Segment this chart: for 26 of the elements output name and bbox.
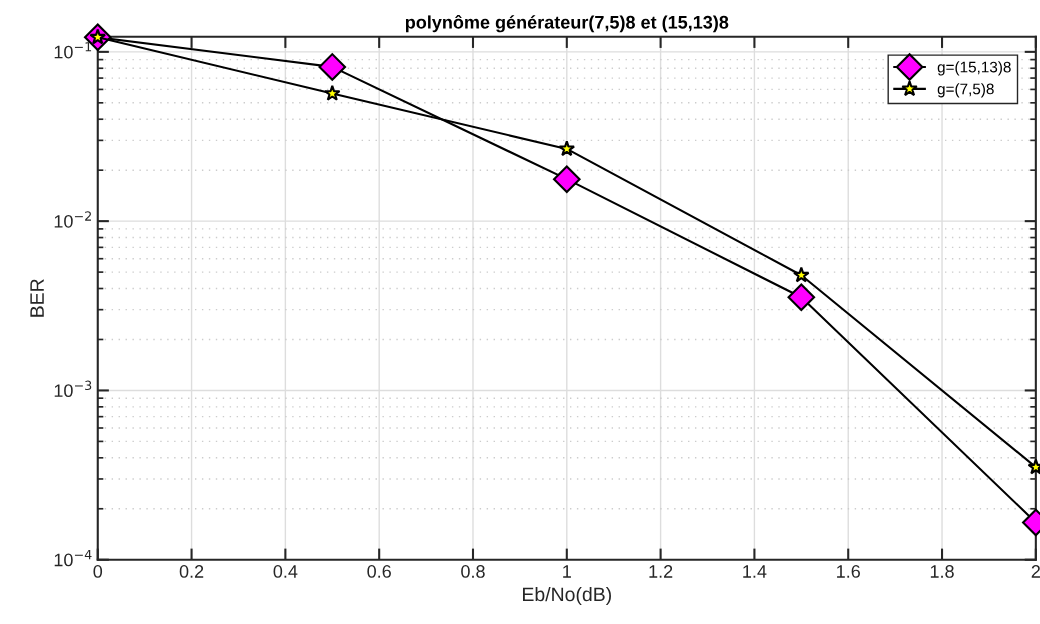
point: [787, 283, 816, 312]
x-tick-label: 1.4: [743, 565, 767, 578]
x-tick-label: 2: [1031, 565, 1040, 578]
x-axis-title: Eb/No(dB): [523, 586, 611, 606]
y-tick-label: 10$^{−4}$: [54, 550, 92, 567]
y-tick-label: 10$^{−2}$: [54, 211, 91, 228]
x-tick-label: 0.6: [367, 565, 391, 578]
chart-title: polynôme générateur(7,5)8 et (15,13)8: [405, 15, 729, 33]
point: [552, 165, 581, 193]
x-tick-label: 1.6: [837, 565, 860, 578]
point: [323, 84, 341, 101]
x-tick-label: 0.8: [461, 565, 485, 578]
y-tick-label: 10$^{−3}$: [54, 380, 92, 398]
y-tick-label: 10$^{−1}$: [54, 42, 92, 59]
point: [793, 266, 810, 283]
x-tick-label: 0.2: [179, 565, 204, 578]
x-tick-label: 0.4: [273, 565, 298, 578]
point: [318, 53, 347, 81]
point: [558, 140, 576, 157]
x-tick-label: 1.8: [930, 565, 954, 578]
legend-label: g=(15,13)8: [937, 61, 1011, 76]
x-tick-label: 1.2: [649, 565, 673, 578]
y-axis-title: BER: [30, 279, 44, 317]
x-tick-label: 0: [93, 565, 103, 578]
legend-label: g=(7,5)8: [937, 83, 994, 98]
x-tick-label: 1: [563, 565, 571, 578]
